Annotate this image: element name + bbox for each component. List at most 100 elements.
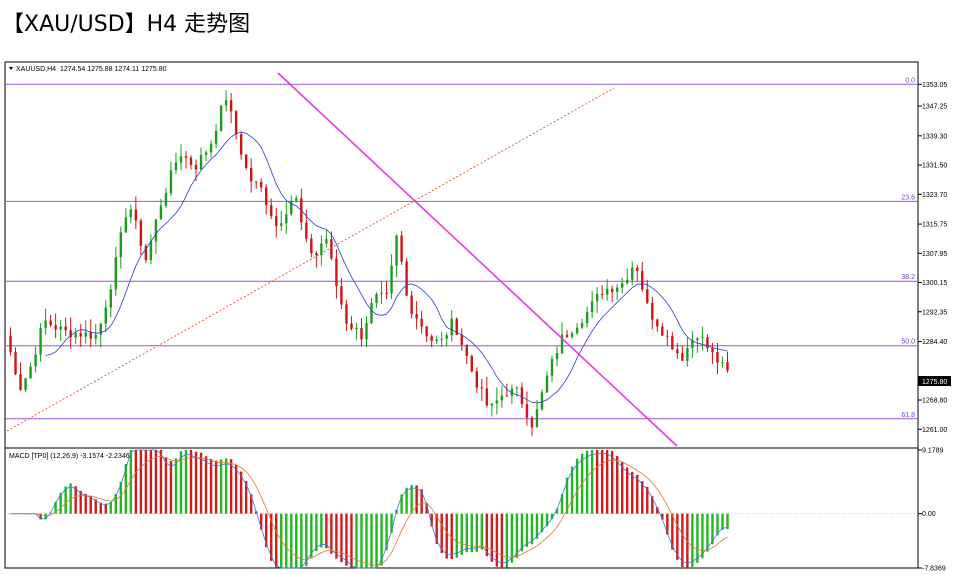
candle: [505, 383, 509, 397]
candle: [174, 152, 178, 175]
candle: [219, 105, 223, 132]
candle: [340, 278, 343, 309]
macd-histogram-bar: [405, 487, 408, 514]
macd-histogram-bar: [686, 513, 689, 568]
candle: [500, 385, 504, 408]
macd-histogram-bar: [350, 513, 353, 568]
candle: [465, 344, 468, 365]
candle: [74, 327, 77, 344]
candle: [224, 90, 228, 112]
candle: [330, 231, 333, 261]
candle: [59, 320, 62, 342]
macd-axis: 9.1789 0.00 -7.8369: [918, 448, 946, 573]
macd-histogram-bar: [260, 513, 263, 530]
candle: [119, 226, 123, 269]
candle: [345, 300, 348, 331]
candle: [555, 346, 559, 366]
price-tick-label: 1347.25: [922, 104, 947, 111]
macd-histogram-bar: [74, 486, 77, 514]
trend-lines[interactable]: [6, 72, 678, 447]
candle: [89, 319, 92, 347]
candle: [450, 309, 453, 342]
macd-histogram-bar: [189, 450, 193, 514]
candle: [410, 290, 413, 319]
macd-histogram-bar: [64, 486, 67, 514]
macd-histogram-bar: [370, 513, 373, 568]
macd-histogram-bar: [380, 513, 383, 566]
macd-histogram-bar: [194, 451, 198, 514]
macd-histogram-bar: [500, 513, 504, 568]
candle: [234, 109, 238, 140]
macd-histogram-bar: [726, 513, 729, 530]
macd-histogram-bar: [555, 508, 559, 514]
candle: [159, 198, 163, 220]
candle: [656, 318, 659, 332]
candle: [661, 322, 664, 336]
macd-histogram-bar: [595, 450, 599, 514]
macd-histogram-bar: [109, 502, 112, 514]
candle: [265, 184, 268, 215]
candle: [445, 332, 448, 347]
candle: [691, 331, 694, 359]
macd-histogram-bar: [510, 513, 514, 563]
price-tick-label: 1300.15: [922, 280, 947, 287]
candle: [280, 210, 283, 231]
macd-histogram-bar: [285, 513, 288, 568]
mt4-chart-window[interactable]: 0.0 23.6 38.2 50.0 61.8 1353.05 1347.25 1339.3…: [0, 58, 953, 574]
candle: [480, 378, 484, 401]
macd-histogram-bar: [621, 461, 624, 514]
candle: [721, 356, 724, 368]
macd-histogram-bar: [691, 513, 694, 567]
macd-histogram-bar: [229, 459, 233, 514]
fib-level-label: 38.2: [901, 274, 915, 281]
candle: [34, 346, 37, 373]
candle: [239, 131, 243, 160]
macd-histogram-bar: [214, 460, 218, 514]
candle: [595, 287, 599, 314]
candle: [249, 158, 253, 193]
chart-canvas[interactable]: 0.0 23.6 38.2 50.0 61.8 1353.05 1347.25 1339.3…: [0, 58, 953, 574]
macd-histogram-bar: [435, 513, 438, 544]
macd-histogram-bar: [651, 496, 654, 514]
macd-histogram-bar: [455, 513, 458, 558]
candle: [530, 415, 534, 437]
macd-histogram-bar: [565, 477, 569, 514]
macd-histogram-bar: [631, 471, 634, 514]
candle: [270, 198, 273, 220]
candle: [485, 376, 489, 408]
candle: [375, 292, 378, 308]
candle: [666, 329, 669, 346]
uptrend-line[interactable]: [6, 87, 615, 432]
candle: [144, 243, 148, 263]
macd-histogram-bar: [265, 513, 268, 548]
ma-line: [45, 131, 728, 404]
macd-histogram-bar: [480, 513, 484, 550]
candle: [139, 218, 143, 255]
macd-histogram-bar: [390, 513, 393, 533]
macd-histogram-bar: [605, 450, 609, 514]
candle: [320, 235, 323, 266]
candle: [575, 323, 579, 335]
macd-histogram-bar: [104, 503, 107, 514]
macd-histogram-bar: [340, 513, 343, 563]
macd-histogram-bar: [310, 513, 313, 558]
macd-histogram-bar: [54, 501, 57, 514]
macd-histogram-bar: [615, 456, 619, 514]
candle: [385, 280, 388, 300]
candlesticks: [9, 90, 729, 437]
candle: [129, 204, 133, 224]
macd-histogram-bar: [275, 513, 278, 568]
macd-histogram-bar: [440, 513, 443, 554]
ohlc-readout: 1274.54 1275.88 1274.11 1275.80: [60, 66, 167, 73]
downtrend-line[interactable]: [277, 72, 678, 447]
macd-histogram-bar: [204, 456, 208, 514]
chart-menu-arrow-icon[interactable]: [9, 67, 13, 70]
macd-histogram-bar: [681, 513, 684, 568]
macd-histogram-bar: [636, 474, 639, 514]
macd-histogram-bar: [410, 485, 413, 514]
candle: [435, 335, 438, 345]
candle: [244, 154, 248, 170]
fib-level-label: 50.0: [901, 339, 915, 346]
fib-level-label: 23.6: [901, 194, 915, 201]
macd-lines: [5, 449, 918, 569]
